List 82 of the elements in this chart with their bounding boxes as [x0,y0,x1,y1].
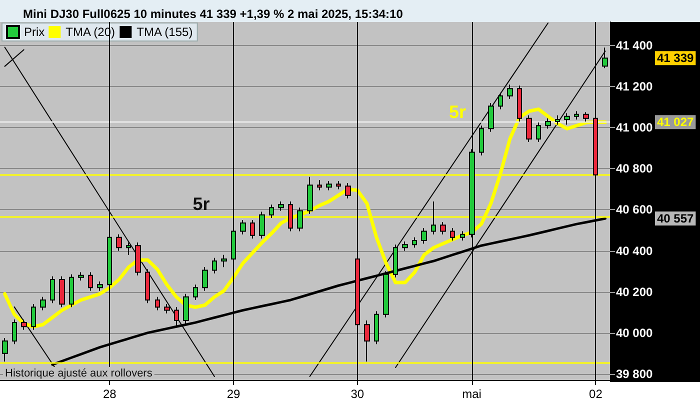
candlestick [545,118,551,130]
annotation: 5r [192,194,210,214]
candlestick [240,219,246,235]
x-tick-label: 29 [226,387,241,400]
candlestick [402,241,408,252]
candlestick [307,176,313,214]
y-tick-label: 40 200 [616,284,654,299]
candlestick [536,122,541,143]
candlestick [278,201,284,212]
x-tick-label: 30 [350,387,364,400]
y-tick-label: 39 800 [616,366,654,381]
candlestick [421,228,427,244]
line-series [3,107,607,328]
candlestick [450,228,455,241]
candlestick [460,230,465,241]
y-tick-label: 41 000 [616,120,654,135]
y-tick-label: 40 400 [616,244,654,258]
legend-label: Prix [24,25,45,39]
candlestick [250,219,255,239]
y-tick-label: 41 200 [616,80,654,94]
candlestick [78,272,84,281]
candlestick [479,125,484,156]
text: 41 339 [657,51,694,66]
candlestick [145,268,150,304]
candlestick [116,234,122,252]
y-tick-label: 40 800 [616,162,654,176]
candlestick [193,284,198,300]
chart-title: Mini DJ30 Full0625 10 minutes 41 339 +1,39 % 2 mai 2025, 15:34:10 [23,7,404,21]
candlestick [507,84,513,100]
candlestick [50,276,55,304]
candlestick [174,306,179,328]
x-tick-label: mai [462,387,482,400]
candlestick [164,304,170,314]
candlestick [317,179,322,191]
y-tick-label: 40 600 [616,202,654,217]
text: 40 557 [657,212,694,226]
candlestick [564,112,570,126]
annotation: Historique ajusté aux rollovers [5,368,153,380]
candlestick [2,337,8,362]
candlestick [269,204,274,218]
candlestick [574,110,579,120]
candlestick [97,281,103,292]
candlestick [69,274,74,308]
candlestick [221,254,227,268]
candlestick [555,114,560,126]
candlestick [364,320,370,362]
candlestick [383,270,389,318]
candlestick [326,180,332,191]
candlestick [440,222,446,235]
candlestick [59,276,65,308]
candlestick [31,304,36,330]
candlestick [431,201,436,235]
x-tick-label: 28 [102,387,117,400]
legend-label: TMA (155) [136,25,193,39]
candlestick [336,180,341,190]
y-tick-label: 40 000 [616,326,654,340]
candlestick [412,236,417,248]
candlestick [259,211,265,239]
x-tick-label: 02 [589,387,603,400]
text: 41 027 [657,115,694,130]
candlestick [183,293,189,324]
candlestick [212,257,217,274]
candlestick [288,201,293,232]
candlestick [488,102,494,132]
candlestick [583,112,589,122]
candlestick [526,114,532,143]
candlestick [88,272,93,292]
candlestick [135,242,141,276]
candlestick [202,266,208,292]
candlestick [40,296,46,311]
candlestick [21,318,27,330]
candlestick [126,242,131,256]
y-tick-label: 41 400 [616,38,654,53]
candlestick [12,318,17,345]
candlestick [155,296,160,311]
candlestick [393,244,398,278]
candlestick [374,310,379,345]
candlestick [297,207,303,232]
annotation: 5r [448,102,466,122]
candlestick [498,92,503,110]
candlestick [345,182,351,199]
candlestick [517,85,522,122]
